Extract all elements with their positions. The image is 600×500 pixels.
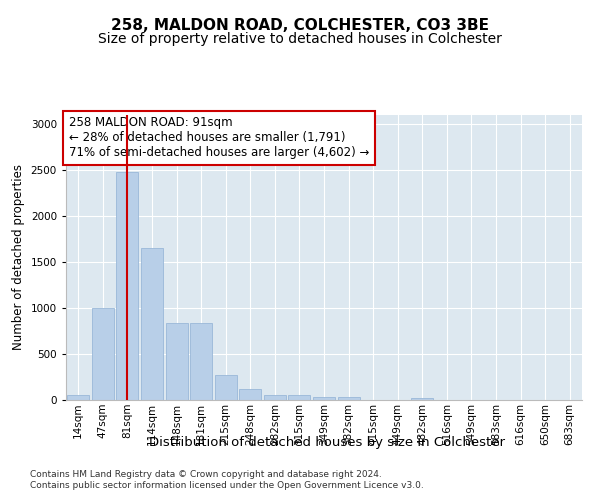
Bar [411,398,433,400]
Bar [141,248,163,400]
Bar [116,172,139,400]
Text: 258 MALDON ROAD: 91sqm
← 28% of detached houses are smaller (1,791)
71% of semi-: 258 MALDON ROAD: 91sqm ← 28% of detached… [68,116,369,160]
Text: Size of property relative to detached houses in Colchester: Size of property relative to detached ho… [98,32,502,46]
Text: Contains HM Land Registry data © Crown copyright and database right 2024.: Contains HM Land Registry data © Crown c… [30,470,382,479]
Text: Distribution of detached houses by size in Colchester: Distribution of detached houses by size … [149,436,505,449]
Bar [215,375,237,400]
Bar [166,323,188,400]
Bar [190,323,212,400]
Bar [313,397,335,400]
Text: Contains public sector information licensed under the Open Government Licence v3: Contains public sector information licen… [30,481,424,490]
Bar [338,397,359,400]
Bar [92,308,114,400]
Bar [239,388,262,400]
Y-axis label: Number of detached properties: Number of detached properties [12,164,25,350]
Bar [289,396,310,400]
Text: 258, MALDON ROAD, COLCHESTER, CO3 3BE: 258, MALDON ROAD, COLCHESTER, CO3 3BE [111,18,489,32]
Bar [264,396,286,400]
Bar [67,395,89,400]
